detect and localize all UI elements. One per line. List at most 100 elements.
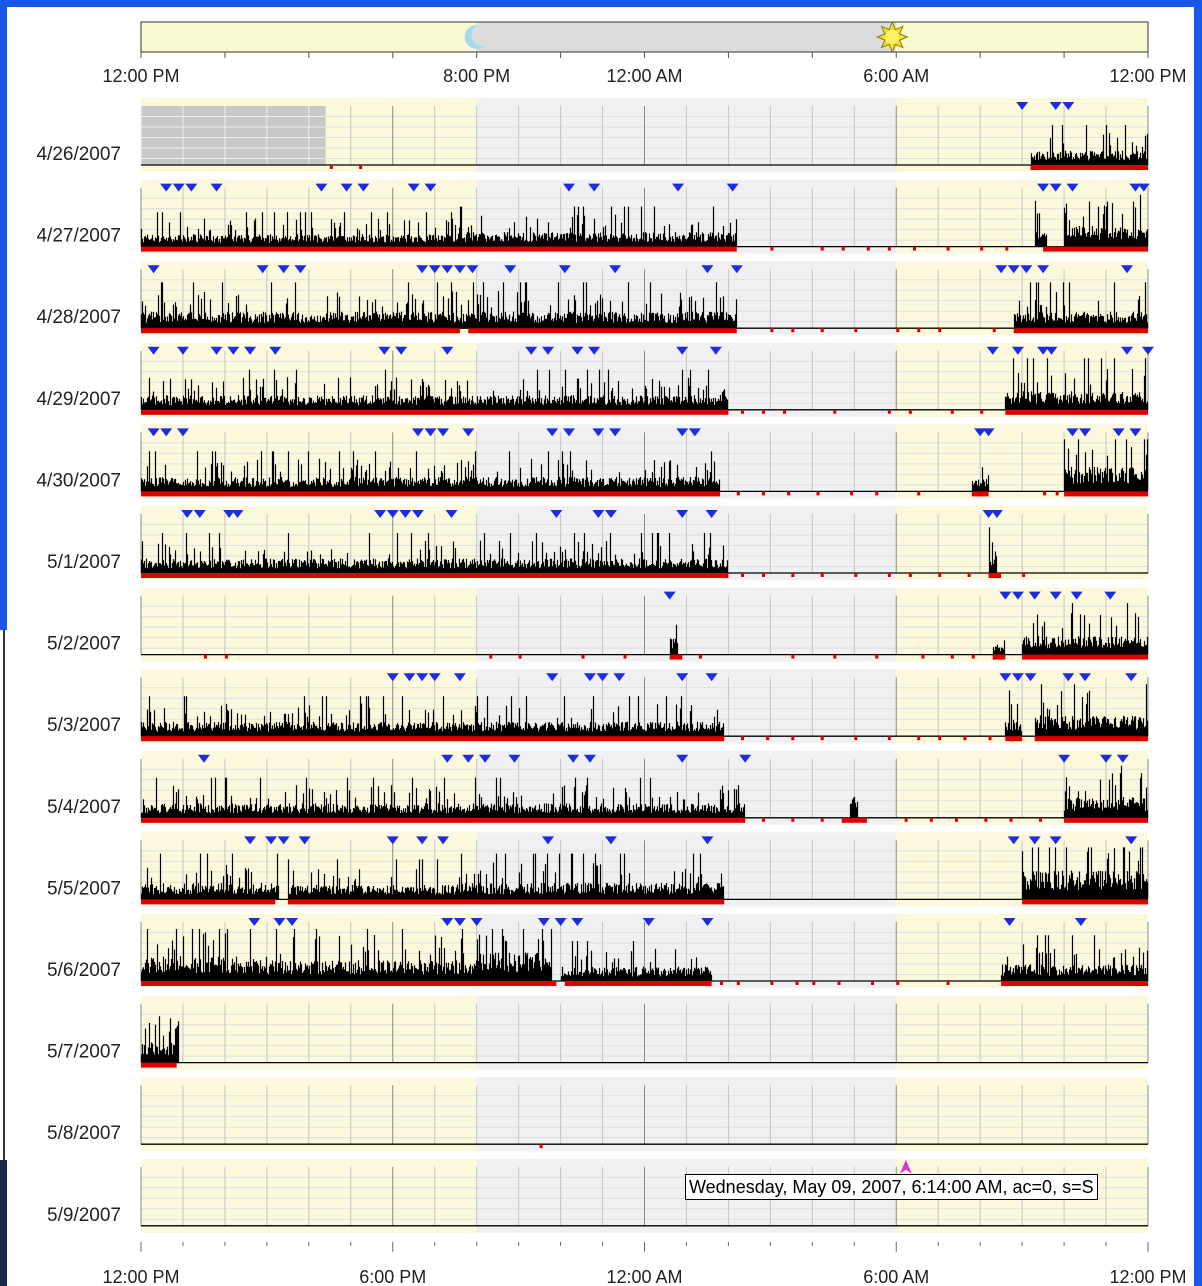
- event-marker-icon: [1121, 265, 1134, 274]
- wear-tick: [329, 165, 333, 169]
- wear-tick: [820, 573, 824, 577]
- bottom-axis-label: 12:00 PM: [102, 1267, 179, 1286]
- wear-tick: [833, 409, 837, 414]
- event-marker-icon: [1066, 428, 1079, 437]
- bottom-axis-label: 12:00 AM: [606, 1267, 682, 1286]
- day-label: 5/5/2007: [47, 878, 121, 899]
- activity-trace: [140, 194, 1149, 247]
- event-marker-icon: [1007, 836, 1020, 845]
- wear-bar: [564, 981, 712, 986]
- event-marker-icon: [160, 428, 173, 437]
- wear-tick: [866, 246, 870, 251]
- wear-tick: [539, 1144, 543, 1149]
- wear-tick: [988, 736, 992, 741]
- event-marker-icon: [537, 918, 550, 926]
- event-marker-icon: [726, 183, 739, 192]
- event-marker-icon: [571, 918, 584, 926]
- event-marker-icon: [1011, 591, 1024, 600]
- event-marker-icon: [403, 673, 416, 682]
- wear-tick: [887, 736, 891, 741]
- wear-tick: [736, 981, 740, 985]
- event-marker-icon: [441, 346, 454, 355]
- event-marker-icon: [470, 918, 483, 926]
- day-label: 5/2/2007: [47, 634, 121, 655]
- event-marker-icon: [416, 673, 429, 682]
- wear-tick: [837, 981, 841, 985]
- window-frame-line: [3, 630, 5, 1160]
- wear-bar: [1064, 491, 1148, 497]
- event-marker-icon: [688, 428, 701, 437]
- event-marker-icon: [1037, 183, 1050, 192]
- event-marker-icon: [1003, 918, 1016, 926]
- event-marker-icon: [642, 918, 655, 926]
- wear-bar: [1005, 736, 1023, 742]
- wear-tick: [820, 246, 824, 251]
- event-marker-icon: [298, 836, 311, 845]
- wear-tick: [938, 736, 942, 741]
- wear-tick: [1055, 491, 1059, 496]
- event-marker-icon: [437, 836, 450, 845]
- event-marker-icon: [730, 265, 743, 274]
- event-marker-icon: [676, 510, 689, 518]
- activity-trace: [140, 765, 1149, 818]
- event-marker-icon: [1028, 836, 1041, 845]
- event-marker-icon: [1049, 183, 1062, 192]
- wear-tick: [967, 573, 971, 577]
- wear-bar: [1022, 654, 1148, 660]
- event-marker-icon: [424, 428, 437, 437]
- event-marker-icon: [315, 183, 328, 192]
- wear-tick: [761, 817, 765, 822]
- event-marker-icon: [986, 346, 999, 355]
- event-marker-icon: [1074, 918, 1087, 926]
- sun-icon: [875, 20, 909, 54]
- wear-tick: [946, 246, 950, 251]
- activity-trace: [140, 1016, 180, 1063]
- activity-trace: [669, 603, 1149, 655]
- top-axis-label: 12:00 PM: [102, 66, 179, 86]
- event-marker-icon: [256, 265, 269, 274]
- event-marker-icon: [676, 346, 689, 355]
- event-marker-icon: [466, 265, 479, 274]
- event-marker-icon: [269, 346, 282, 355]
- no-data-block: [141, 106, 326, 165]
- event-marker-icon: [739, 754, 752, 763]
- wear-bar: [468, 328, 737, 334]
- event-marker-icon: [462, 754, 475, 763]
- wear-tick: [795, 981, 799, 985]
- night-bar: [476, 22, 897, 52]
- wear-bar: [141, 491, 721, 497]
- event-marker-icon: [525, 346, 538, 355]
- event-marker-icon: [1062, 102, 1075, 110]
- event-marker-icon: [227, 346, 240, 355]
- wear-bar: [287, 899, 725, 905]
- wear-tick: [854, 736, 858, 741]
- event-marker-icon: [424, 183, 437, 192]
- event-marker-icon: [441, 754, 454, 763]
- wear-bar: [141, 817, 746, 823]
- day-row: 4/27/2007: [36, 179, 1150, 254]
- wear-tick: [980, 246, 984, 251]
- wear-tick: [875, 654, 879, 659]
- event-marker-icon: [676, 673, 689, 682]
- event-marker-icon: [479, 754, 492, 763]
- wear-tick: [761, 409, 765, 414]
- event-marker-icon: [437, 428, 450, 437]
- day-row: 5/1/2007: [47, 506, 1149, 580]
- event-marker-icon: [277, 836, 290, 845]
- wear-bar: [141, 899, 276, 905]
- day-row: 5/2/2007: [47, 587, 1149, 662]
- day-label: 5/8/2007: [47, 1123, 121, 1144]
- activity-trace: [1030, 125, 1149, 165]
- event-marker-icon: [1037, 346, 1050, 355]
- event-marker-icon: [1129, 183, 1142, 192]
- wear-tick: [938, 328, 942, 333]
- wear-bar: [141, 409, 729, 415]
- top-axis-label: 12:00 AM: [606, 66, 682, 86]
- event-marker-icon: [395, 346, 408, 355]
- wear-tick: [946, 981, 950, 985]
- wear-tick: [812, 981, 816, 985]
- event-marker-icon: [676, 754, 689, 763]
- event-marker-icon: [604, 836, 617, 845]
- wear-tick: [816, 491, 820, 496]
